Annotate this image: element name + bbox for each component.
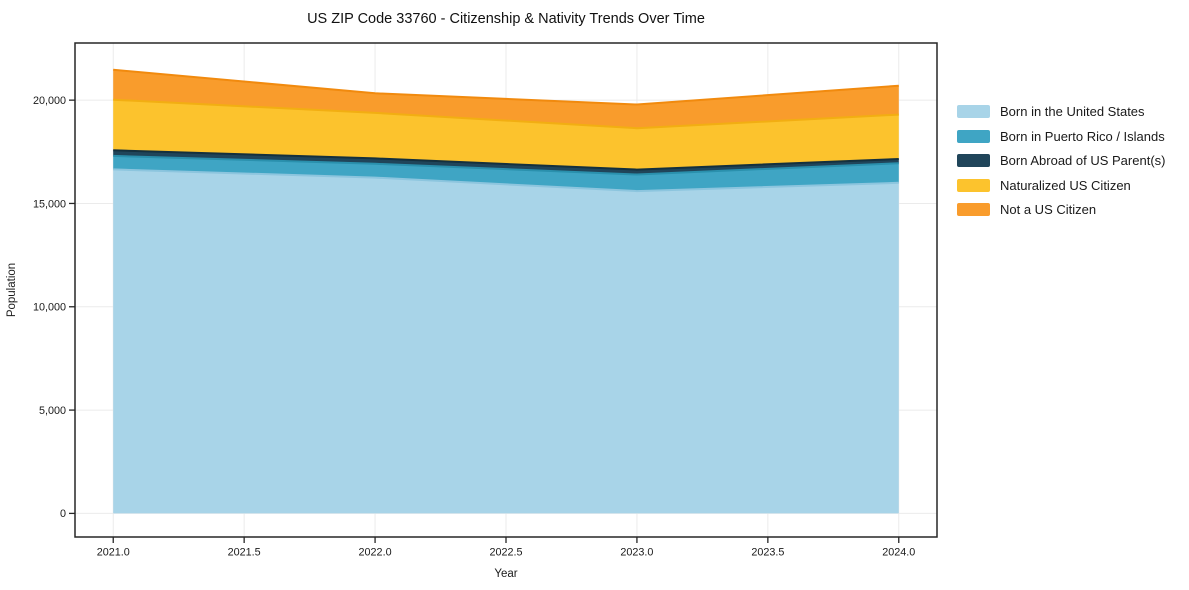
area-edge-line	[113, 149, 899, 171]
legend-item: Born in the United States	[957, 104, 1165, 120]
x-tick-label: 2024.0	[882, 547, 915, 559]
x-tick-label: 2021.5	[228, 547, 261, 559]
x-axis-ticks: 2021.0 2021.5 2022.0 2022.5 2023.0 2023.5 2024…	[97, 537, 915, 559]
y-tick-label: 20,000	[33, 95, 66, 107]
y-tick-label: 10,000	[33, 302, 66, 314]
page-title: US ZIP Code 33760 - Citizenship & Nativi…	[307, 11, 705, 27]
area-born-in-the-united-states	[113, 169, 899, 514]
legend-label: Born in Puerto Rico / Islands	[1000, 128, 1165, 144]
area-edge-line	[113, 154, 899, 176]
area-born-abroad-of-us-parent-s-	[113, 150, 899, 175]
y-axis-ticks: 0 5,000 10,000 15,000 20,000	[33, 95, 75, 520]
legend-label: Not a US Citizen	[1000, 202, 1097, 218]
legend-swatch	[957, 178, 990, 192]
legend-swatch	[957, 105, 990, 119]
x-tick-label: 2023.5	[751, 547, 784, 559]
area-born-in-puerto-rico-islands	[113, 155, 899, 192]
legend-swatch	[957, 203, 990, 217]
x-tick-label: 2021.0	[97, 547, 130, 559]
y-axis-label: Population	[6, 263, 18, 317]
legend-item: Born in Puerto Rico / Islands	[957, 128, 1165, 144]
x-tick-label: 2022.5	[489, 547, 522, 559]
x-tick-label: 2022.0	[359, 547, 392, 559]
y-tick-label: 5,000	[39, 405, 66, 417]
area-edge-line	[113, 98, 899, 130]
x-tick-label: 2023.0	[620, 547, 653, 559]
legend-label: Born in the United States	[1000, 104, 1145, 120]
area-naturalized-us-citizen	[113, 99, 899, 170]
x-axis-label: Year	[494, 568, 517, 580]
y-tick-label: 0	[60, 508, 66, 520]
legend-swatch	[957, 154, 990, 168]
legend-label: Naturalized US Citizen	[1000, 177, 1131, 193]
area-series	[113, 68, 899, 514]
legend-item: Born Abroad of US Parent(s)	[957, 153, 1166, 169]
legend-swatch	[957, 129, 990, 143]
legend: Born in the United States Born in Puerto…	[957, 104, 1166, 218]
legend-item: Not a US Citizen	[957, 202, 1165, 218]
legend-item: Naturalized US Citizen	[957, 177, 1165, 193]
area-edge-line	[113, 168, 899, 193]
legend-label: Born Abroad of US Parent(s)	[1000, 153, 1166, 169]
area-edge-line	[113, 68, 899, 106]
y-tick-label: 15,000	[33, 198, 66, 210]
